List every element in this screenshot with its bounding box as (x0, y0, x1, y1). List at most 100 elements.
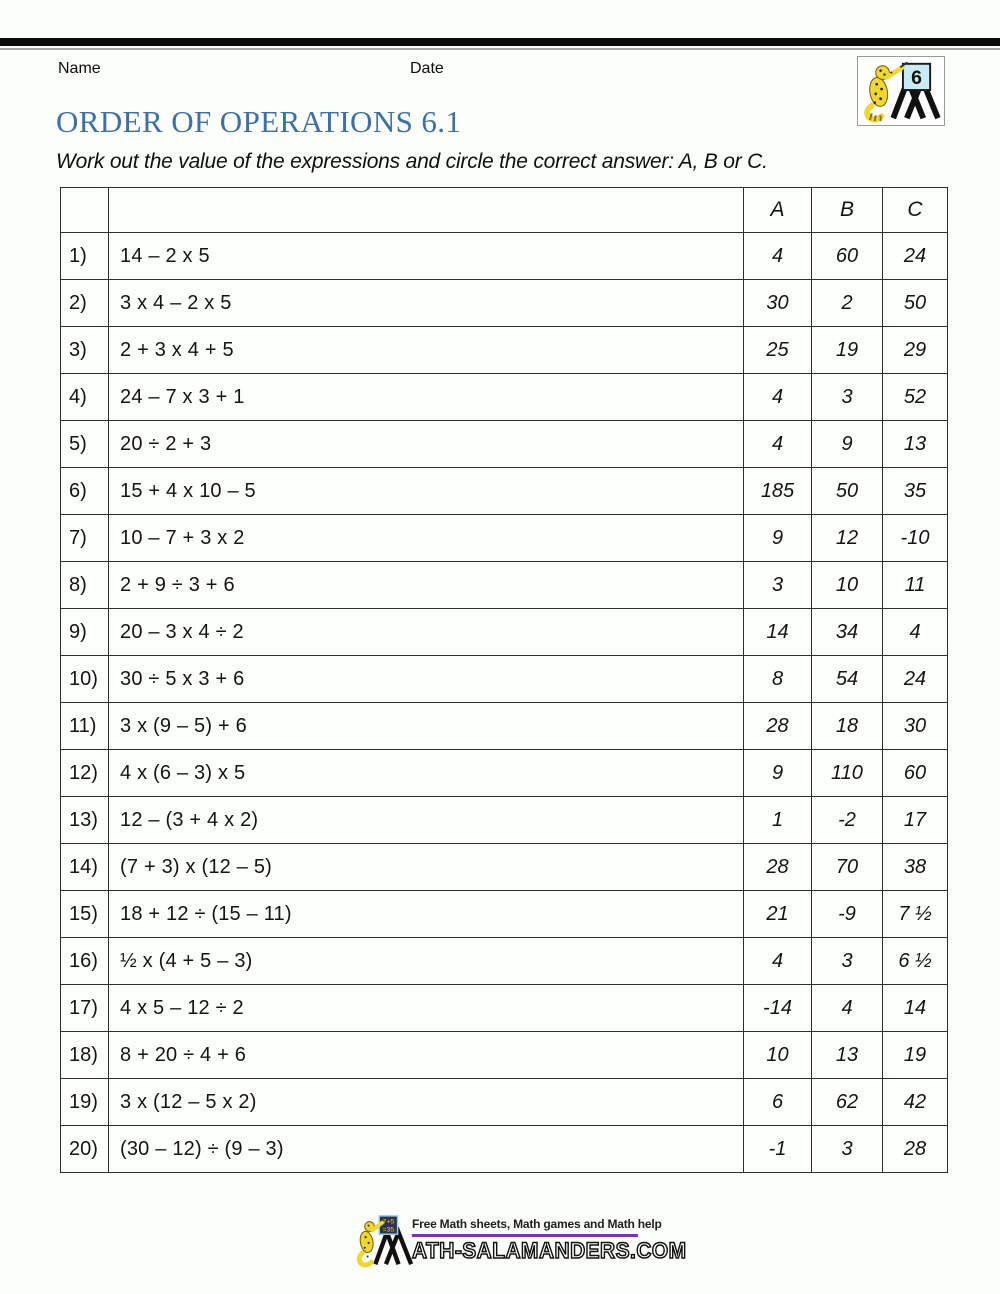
corner-cell (60, 187, 109, 233)
answer-c-cell: 38 (882, 843, 948, 891)
header-c: C (882, 187, 948, 233)
table-row: 4) 24 – 7 x 3 + 1 4 3 52 (60, 373, 948, 421)
answer-a-cell: 185 (743, 467, 812, 515)
table-row: 16) ½ x (4 + 5 – 3) 4 3 6 ½ (60, 937, 948, 985)
answer-a-cell: 4 (743, 420, 812, 468)
row-number-cell: 5) (60, 420, 109, 468)
table-row: 15) 18 + 12 ÷ (15 – 11) 21 -9 7 ½ (60, 890, 948, 938)
answer-b-cell: 54 (811, 655, 883, 703)
row-number-cell: 9) (60, 608, 109, 656)
expression-cell: 4 x (6 – 3) x 5 (108, 749, 744, 797)
table-row: 9) 20 – 3 x 4 ÷ 2 14 34 4 (60, 608, 948, 656)
row-number-cell: 6) (60, 467, 109, 515)
row-number-cell: 10) (60, 655, 109, 703)
grade-number: 6 (911, 67, 922, 89)
row-number-cell: 11) (60, 702, 109, 750)
row-number-cell: 7) (60, 514, 109, 562)
table-row: 8) 2 + 9 ÷ 3 + 6 3 10 11 (60, 561, 948, 609)
row-number-cell: 19) (60, 1078, 109, 1126)
expression-cell: 2 + 3 x 4 + 5 (108, 326, 744, 374)
answer-a-cell: 1 (743, 796, 812, 844)
date-label: Date (410, 60, 444, 77)
footer-board-line2: =35 (383, 1226, 395, 1233)
answer-b-cell: 62 (811, 1078, 883, 1126)
expression-cell: 20 ÷ 2 + 3 (108, 420, 744, 468)
table-row: 11) 3 x (9 – 5) + 6 28 18 30 (60, 702, 948, 750)
answer-a-cell: 14 (743, 608, 812, 656)
worksheet-rows: 1) 14 – 2 x 5 4 60 24 2) 3 x 4 – 2 x 5 30 2 50 3) 2… (60, 232, 948, 1173)
row-number-cell: 2) (60, 279, 109, 327)
table-row: 14) (7 + 3) x (12 – 5) 28 70 38 (60, 843, 948, 891)
answer-b-cell: 50 (811, 467, 883, 515)
answer-c-cell: 13 (882, 420, 948, 468)
expression-cell: 3 x 4 – 2 x 5 (108, 279, 744, 327)
answer-c-cell: 35 (882, 467, 948, 515)
expression-cell: 3 x (12 – 5 x 2) (108, 1078, 744, 1126)
row-number-cell: 1) (60, 232, 109, 280)
answer-b-cell: 3 (811, 937, 883, 985)
answer-a-cell: 4 (743, 373, 812, 421)
expression-cell: (30 – 12) ÷ (9 – 3) (108, 1125, 744, 1173)
answer-c-cell: 14 (882, 984, 948, 1032)
footer-board-line1: 7+5 (383, 1219, 395, 1226)
table-row: 18) 8 + 20 ÷ 4 + 6 10 13 19 (60, 1031, 948, 1079)
name-label: Name (58, 60, 101, 77)
table-row: 1) 14 – 2 x 5 4 60 24 (60, 232, 948, 280)
answer-c-cell: 60 (882, 749, 948, 797)
expression-cell: 8 + 20 ÷ 4 + 6 (108, 1031, 744, 1079)
header-b: B (811, 187, 883, 233)
answer-b-cell: 19 (811, 326, 883, 374)
answer-c-cell: 24 (882, 232, 948, 280)
row-number-cell: 16) (60, 937, 109, 985)
table-row: 17) 4 x 5 – 12 ÷ 2 -14 4 14 (60, 984, 948, 1032)
expression-cell: 30 ÷ 5 x 3 + 6 (108, 655, 744, 703)
expression-cell: 14 – 2 x 5 (108, 232, 744, 280)
answer-a-cell: 6 (743, 1078, 812, 1126)
instruction-text: Work out the value of the expressions an… (56, 150, 768, 173)
row-number-cell: 3) (60, 326, 109, 374)
answer-c-cell: 30 (882, 702, 948, 750)
answer-b-cell: 70 (811, 843, 883, 891)
answer-b-cell: -2 (811, 796, 883, 844)
answer-b-cell: -9 (811, 890, 883, 938)
answer-a-cell: 4 (743, 937, 812, 985)
row-number-cell: 17) (60, 984, 109, 1032)
expression-cell: 18 + 12 ÷ (15 – 11) (108, 890, 744, 938)
answer-b-cell: 10 (811, 561, 883, 609)
worksheet-table: A B C 1) 14 – 2 x 5 4 60 24 2) 3 x 4 – 2 x 5 30… (60, 187, 948, 1173)
answer-c-cell: 6 ½ (882, 937, 948, 985)
salamander-easel-icon: 6 (864, 61, 941, 123)
answer-a-cell: 10 (743, 1031, 812, 1079)
grade-logo: 6 (857, 56, 945, 126)
expression-cell: 12 – (3 + 4 x 2) (108, 796, 744, 844)
expression-cell: ½ x (4 + 5 – 3) (108, 937, 744, 985)
row-number-cell: 18) (60, 1031, 109, 1079)
expression-cell: 3 x (9 – 5) + 6 (108, 702, 744, 750)
answer-c-cell: 24 (882, 655, 948, 703)
answer-a-cell: -1 (743, 1125, 812, 1173)
answer-c-cell: 29 (882, 326, 948, 374)
row-number-cell: 13) (60, 796, 109, 844)
answer-a-cell: 25 (743, 326, 812, 374)
answer-a-cell: 28 (743, 843, 812, 891)
easel-board (901, 62, 932, 91)
footer-salamander-figure (356, 1220, 385, 1268)
row-number-cell: 4) (60, 373, 109, 421)
answer-a-cell: -14 (743, 984, 812, 1032)
answer-a-cell: 3 (743, 561, 812, 609)
row-number-cell: 8) (60, 561, 109, 609)
answer-a-cell: 28 (743, 702, 812, 750)
table-row: 5) 20 ÷ 2 + 3 4 9 13 (60, 420, 948, 468)
answer-b-cell: 2 (811, 279, 883, 327)
row-number-cell: 12) (60, 749, 109, 797)
answer-b-cell: 12 (811, 514, 883, 562)
table-row: 10) 30 ÷ 5 x 3 + 6 8 54 24 (60, 655, 948, 703)
expression-cell: 15 + 4 x 10 – 5 (108, 467, 744, 515)
answer-c-cell: 11 (882, 561, 948, 609)
answer-a-cell: 30 (743, 279, 812, 327)
answer-b-cell: 18 (811, 702, 883, 750)
salamander-figure (864, 61, 908, 123)
answer-a-cell: 8 (743, 655, 812, 703)
footer-purple-rule (412, 1234, 638, 1237)
